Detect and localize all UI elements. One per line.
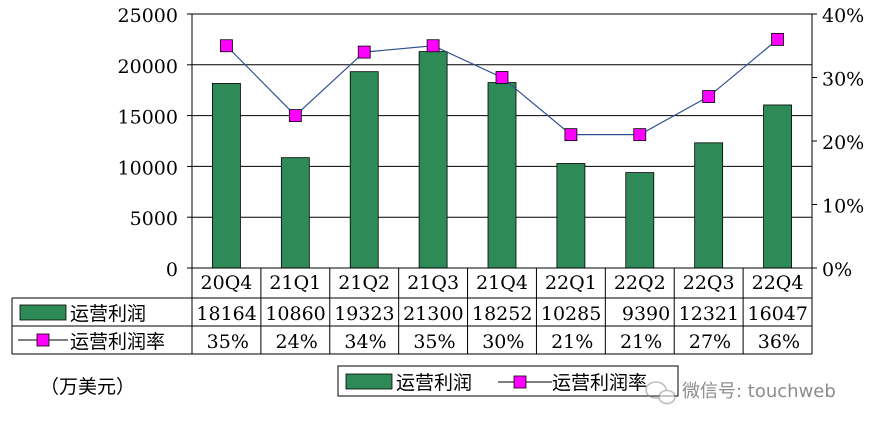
legend-item-line: 运营利润率: [552, 372, 647, 394]
y-right-tick-label: 40%: [822, 5, 864, 27]
line-data-label: 27%: [689, 331, 731, 353]
bar-data-label: 10860: [265, 303, 325, 325]
row-header-bar: 运营利润: [70, 303, 146, 325]
line-data-label: 35%: [207, 331, 249, 353]
y-left-tick-label: 0: [166, 259, 178, 281]
bar: [487, 82, 517, 269]
line-marker: [771, 33, 784, 46]
y-left-tick-label: 25000: [118, 5, 178, 27]
watermark-text: 微信号: touchweb: [682, 381, 836, 402]
x-tick-label: 21Q3: [407, 272, 459, 294]
x-tick-label: 22Q1: [545, 272, 597, 294]
axes: 0 5000 10000 15000 20000 25000 0% 10% 20% 30% 40%: [118, 5, 865, 281]
bar-data-label: 16047: [748, 303, 808, 325]
bar: [763, 104, 792, 269]
line-data-label: 21%: [551, 331, 593, 353]
row-header-line: 运营利润率: [70, 331, 165, 353]
y-right-tick-label: 10%: [822, 196, 864, 218]
y-right-tick-label: 20%: [822, 132, 864, 154]
plot-border: [191, 13, 813, 269]
x-tick-label: 22Q2: [614, 272, 666, 294]
row-key-bar: [19, 304, 67, 321]
legend-box: [337, 365, 679, 397]
line-data-label: 24%: [276, 331, 318, 353]
bar-data-label: 10285: [541, 303, 601, 325]
y-right-tick-label: 0%: [822, 259, 852, 281]
bar-data-label: 12321: [679, 303, 739, 325]
unit-label: （万美元）: [40, 376, 135, 398]
row-key-marker: [36, 333, 50, 347]
legend-item-bar: 运营利润: [396, 372, 472, 394]
y-left-tick-label: 10000: [118, 157, 178, 179]
bar-data-label: 18164: [196, 303, 256, 325]
x-tick-label: 22Q3: [683, 272, 735, 294]
x-tick-label: 20Q4: [201, 272, 253, 294]
line-marker: [495, 71, 509, 84]
bar-data-label: 19323: [334, 303, 394, 325]
line-marker: [357, 45, 371, 59]
bar: [212, 83, 241, 269]
line-data-label: 34%: [344, 331, 386, 353]
y-left-tick-label: 20000: [118, 56, 178, 78]
line-marker: [220, 39, 233, 53]
bar-data-label: 21300: [403, 303, 463, 325]
line-marker: [426, 39, 440, 53]
legend: 运营利润 运营利润率: [337, 365, 679, 397]
y-right-tick-label: 30%: [822, 69, 864, 91]
line-data-label: 21%: [620, 331, 662, 353]
bar: [418, 51, 448, 269]
bar: [349, 71, 379, 269]
y-left-tick-label: 15000: [118, 107, 178, 129]
bar-data-label: 9390: [622, 303, 670, 325]
line-marker: [564, 128, 578, 142]
bar-data-label: 18252: [472, 303, 532, 325]
y-left-tick-label: 5000: [130, 208, 178, 230]
bar: [625, 172, 655, 269]
line-marker: [633, 128, 647, 142]
x-tick-label: 22Q4: [752, 272, 804, 294]
x-tick-label: 21Q1: [269, 272, 321, 294]
line-marker: [288, 109, 302, 122]
wechat-icon: [645, 381, 676, 405]
x-tick-label: 21Q2: [338, 272, 390, 294]
legend-key-bar: [345, 373, 393, 390]
line-data-label: 35%: [413, 331, 455, 353]
annotations: （万美元） 微信号: touchweb: [40, 376, 836, 405]
line-marker: [702, 90, 716, 103]
margin-line: [220, 33, 784, 142]
data-table: 20Q4 21Q1 21Q2 21Q3 21Q4 22Q1 22Q2 22Q3 22Q4 1816…: [11, 268, 813, 355]
bar: [280, 157, 310, 269]
bar: [694, 142, 724, 269]
bar: [556, 163, 586, 269]
bars: [212, 51, 792, 269]
x-tick-label: 21Q4: [476, 272, 528, 294]
legend-key-marker: [513, 375, 527, 389]
wechat-icon-bubble-small: [658, 389, 676, 405]
line-data-label: 30%: [482, 331, 524, 353]
line-data-label: 36%: [758, 331, 800, 353]
